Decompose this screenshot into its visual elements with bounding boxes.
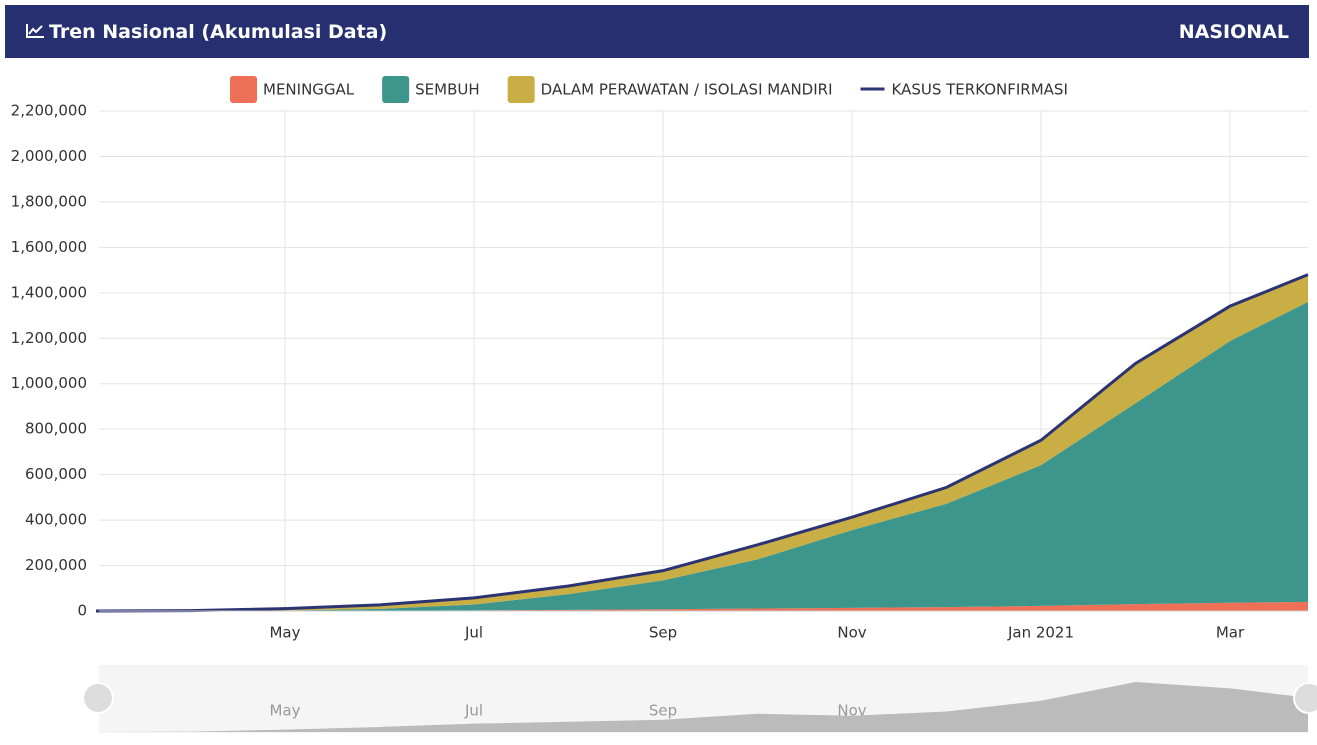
y-tick-label: 0 (77, 602, 87, 620)
y-tick-label: 600,000 (25, 465, 87, 483)
y-tick-label: 2,000,000 (11, 147, 87, 165)
title-text: Tren Nasional (Akumulasi Data) (49, 21, 388, 43)
navigator-area (96, 682, 1308, 732)
area (96, 601, 1308, 611)
area (96, 274, 1308, 611)
navigator-label: Jul (464, 702, 483, 720)
x-tick-label: May (269, 624, 300, 642)
y-tick-label: 200,000 (25, 556, 87, 574)
x-tick-label: Jul (464, 624, 483, 642)
header-title: Tren Nasional (Akumulasi Data) (25, 21, 387, 43)
navigator-handle[interactable] (1293, 682, 1317, 714)
y-tick-label: 800,000 (25, 420, 87, 438)
navigator-label: Sep (649, 702, 677, 720)
x-tick-label: Jan 2021 (1007, 624, 1074, 642)
y-tick-label: 1,000,000 (11, 374, 87, 392)
y-tick-label: 1,800,000 (11, 192, 87, 210)
y-tick-label: 400,000 (25, 511, 87, 529)
y-tick-label: 1,400,000 (11, 283, 87, 301)
y-tick-label: 1,200,000 (11, 329, 87, 347)
y-tick-label: 1,600,000 (11, 238, 87, 256)
x-tick-label: Nov (837, 624, 866, 642)
legend-label: MENINGGAL (263, 81, 355, 99)
x-tick-label: Sep (649, 624, 677, 642)
legend-label: DALAM PERAWATAN / ISOLASI MANDIRI (541, 81, 833, 99)
legend-swatch (507, 76, 535, 103)
chart-icon (26, 24, 44, 38)
area (96, 301, 1308, 611)
legend-swatch (382, 76, 410, 103)
line (95, 273, 1309, 613)
x-tick-label: Mar (1216, 624, 1245, 642)
navigator-label: Nov (837, 702, 866, 720)
legend-label: KASUS TERKONFIRMASI (892, 81, 1068, 99)
header: Tren Nasional (Akumulasi Data) NASIONAL (5, 5, 1309, 58)
navigator-label: May (269, 702, 300, 720)
legend-label: SEMBUH (415, 81, 480, 99)
navigator-handle[interactable] (82, 682, 114, 714)
y-tick-label: 2,200,000 (11, 102, 87, 120)
legend-swatch (230, 76, 257, 103)
region[interactable]: NASIONAL (1178, 21, 1289, 43)
